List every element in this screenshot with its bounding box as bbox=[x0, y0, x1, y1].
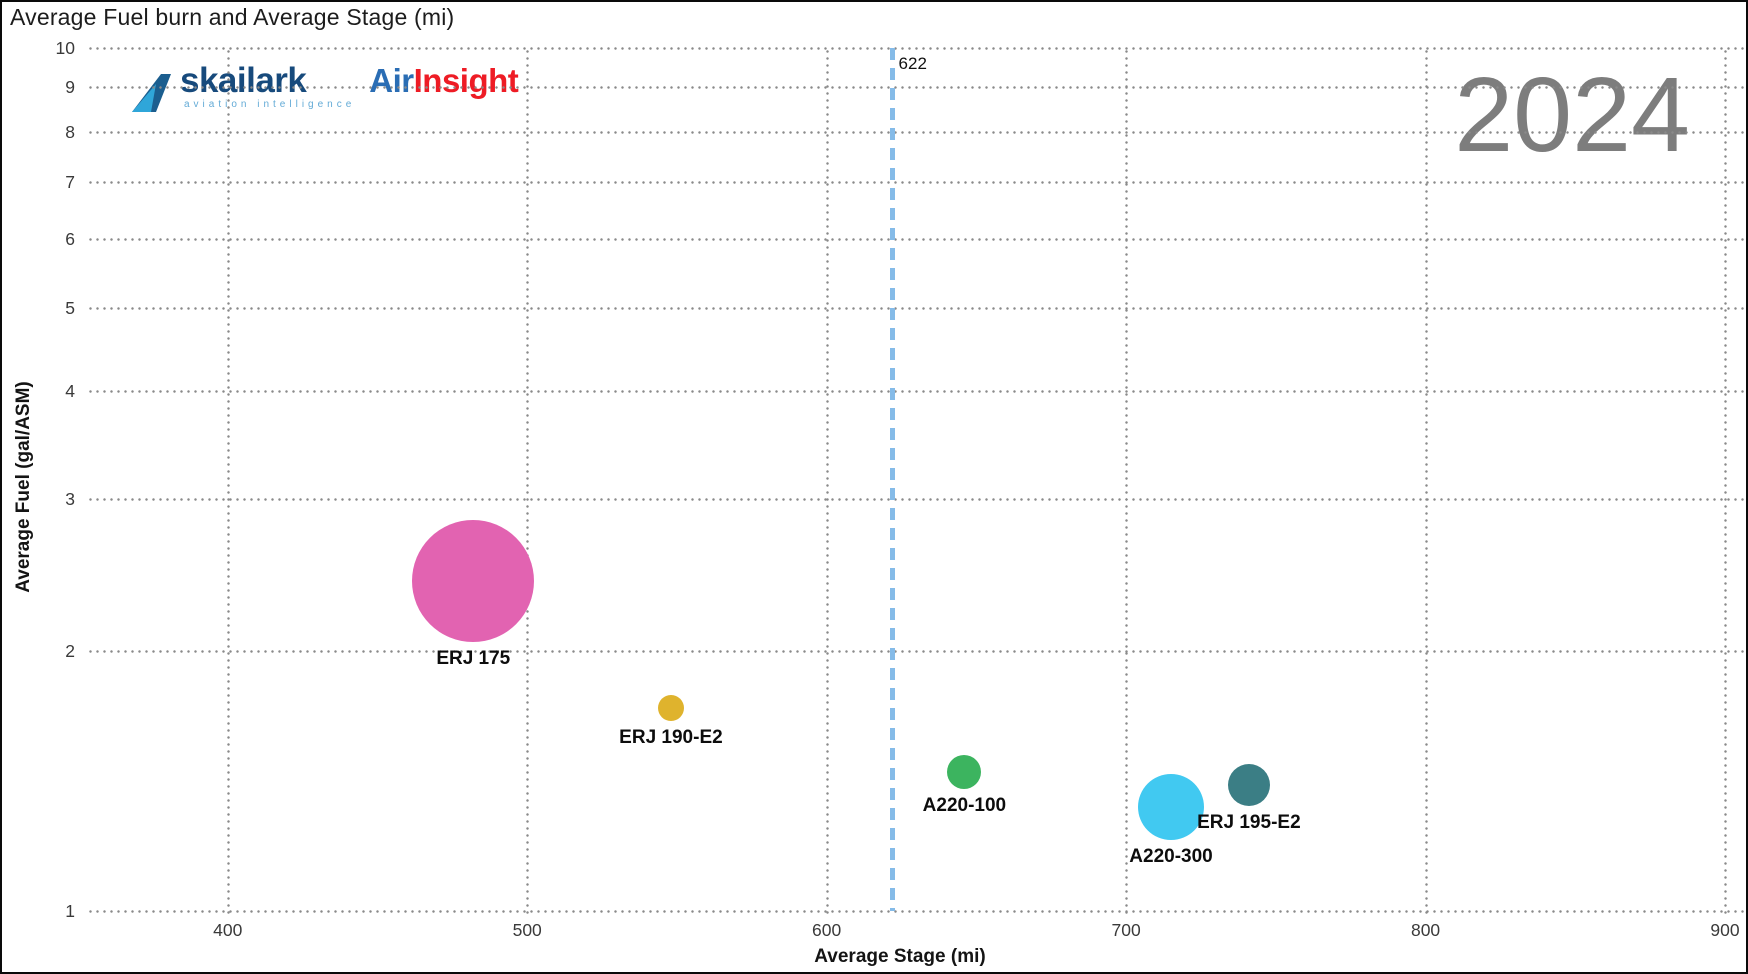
product-name: AirInsight bbox=[369, 62, 518, 100]
y-gridline-8 bbox=[87, 130, 1746, 134]
y-axis-title: Average Fuel (gal/ASM) bbox=[13, 381, 34, 593]
x-gridline-800 bbox=[1424, 48, 1428, 918]
x-tick-label-900: 900 bbox=[1710, 920, 1740, 940]
wing-icon bbox=[132, 74, 171, 112]
product-air: Air bbox=[369, 62, 414, 99]
year-watermark: 2024 bbox=[1454, 56, 1690, 174]
data-point-label-3: A220-300 bbox=[1129, 845, 1213, 867]
brand-tagline: aviation intelligence bbox=[184, 98, 356, 110]
x-tick-label-600: 600 bbox=[812, 920, 842, 940]
x-gridline-600 bbox=[825, 48, 829, 918]
y-gridline-10 bbox=[87, 47, 1746, 50]
brand-name: skailark bbox=[180, 61, 307, 100]
data-point-label-0: ERJ 175 bbox=[436, 648, 511, 670]
y-gridline-6 bbox=[87, 238, 1746, 242]
product-insight: Insight bbox=[413, 62, 519, 99]
y-tick-label-6: 6 bbox=[65, 229, 75, 250]
x-tick-label-800: 800 bbox=[1410, 920, 1441, 940]
x-axis-title: Average Stage (mi) bbox=[814, 946, 986, 967]
data-point-label-2: A220-100 bbox=[922, 794, 1007, 816]
x-gridline-900 bbox=[1724, 48, 1728, 918]
reference-line bbox=[890, 48, 896, 911]
skailark-logo: skailark aviation intelligence AirInsigh… bbox=[130, 61, 519, 114]
y-gridline-7 bbox=[87, 180, 1746, 184]
y-gridline-2 bbox=[87, 650, 1746, 654]
y-gridline-3 bbox=[87, 498, 1746, 502]
y-tick-label-2: 2 bbox=[65, 641, 75, 662]
y-tick-label-3: 3 bbox=[65, 489, 75, 510]
x-tick-label-700: 700 bbox=[1111, 920, 1141, 940]
chart-title: Average Fuel burn and Average Stage (mi) bbox=[10, 4, 455, 30]
data-point-erj-175[interactable] bbox=[412, 520, 535, 643]
y-gridline-5 bbox=[87, 306, 1746, 310]
y-gridline-1 bbox=[87, 910, 1746, 913]
y-tick-label-7: 7 bbox=[65, 171, 75, 192]
x-gridline-500 bbox=[526, 48, 530, 918]
x-tick-label-400: 400 bbox=[213, 920, 243, 940]
data-point-erj-195-e2[interactable] bbox=[1227, 763, 1270, 806]
y-tick-label-9: 9 bbox=[65, 77, 75, 98]
data-point-label-1: ERJ 190-E2 bbox=[619, 726, 723, 748]
y-tick-label-10: 10 bbox=[55, 38, 75, 58]
reference-line-label: 622 bbox=[898, 54, 927, 73]
data-point-a220-300[interactable] bbox=[1138, 773, 1205, 840]
x-gridline-700 bbox=[1125, 48, 1129, 918]
y-tick-label-8: 8 bbox=[65, 121, 75, 142]
y-tick-label-5: 5 bbox=[65, 297, 75, 318]
x-tick-label-500: 500 bbox=[512, 920, 542, 940]
data-point-erj-190-e2[interactable] bbox=[657, 694, 684, 721]
y-tick-label-4: 4 bbox=[65, 381, 75, 402]
data-point-a220-100[interactable] bbox=[947, 754, 982, 789]
data-point-label-4: ERJ 195-E2 bbox=[1197, 811, 1301, 833]
y-gridline-9 bbox=[87, 86, 1746, 90]
x-gridline-400 bbox=[226, 48, 230, 918]
y-tick-label-1: 1 bbox=[65, 901, 75, 921]
y-gridline-4 bbox=[87, 390, 1746, 394]
